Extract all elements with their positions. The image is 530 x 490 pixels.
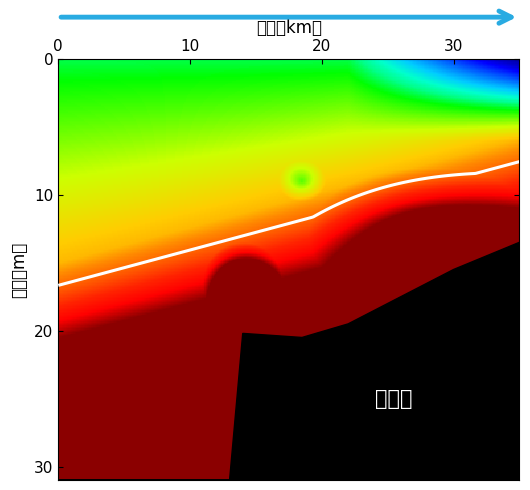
X-axis label: 距離（km）: 距離（km） [256,20,322,37]
Text: 海　底: 海 底 [375,389,413,409]
Y-axis label: 水深（m）: 水深（m） [11,242,29,297]
Polygon shape [58,243,519,480]
